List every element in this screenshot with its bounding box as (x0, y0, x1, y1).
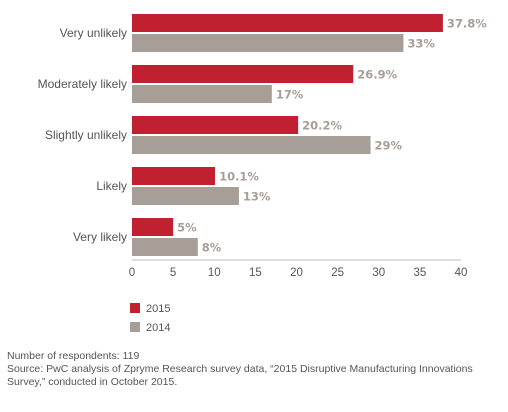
data-label-2014: 29% (375, 139, 403, 153)
bar-2014 (132, 85, 272, 103)
data-label-2015: 10.1% (219, 170, 259, 184)
category-label: Very likely (73, 230, 127, 244)
x-tick-label: 30 (372, 267, 385, 279)
x-tick-label: 25 (331, 267, 344, 279)
data-label-2015: 37.8% (447, 17, 487, 31)
chart-notes: Number of respondents: 119 Source: PwC a… (7, 350, 497, 389)
respondents-note: Number of respondents: 119 (7, 350, 140, 362)
data-label-2015: 20.2% (302, 119, 342, 133)
bar-2014 (132, 187, 239, 205)
bar-chart: Very unlikely 37.8% 33% Moderately likely 26… (38, 14, 487, 279)
category-label: Moderately likely (38, 77, 127, 91)
bar-2015 (132, 167, 216, 185)
x-tick-label: 40 (455, 267, 468, 279)
x-tick-label: 0 (129, 267, 135, 279)
category-label: Likely (96, 179, 127, 193)
bar-2014 (132, 34, 404, 52)
bar-2015 (132, 218, 174, 236)
x-tick-label: 15 (249, 267, 262, 279)
category-label: Very unlikely (60, 26, 127, 40)
legend-item-2015: 2015 (130, 303, 170, 315)
data-label-2014: 13% (243, 190, 271, 204)
x-tick-label: 35 (413, 267, 426, 279)
category-label: Slightly unlikely (45, 128, 127, 142)
legend-item-2014: 2014 (130, 322, 170, 334)
bar-2014 (132, 136, 371, 154)
data-label-2014: 17% (276, 88, 304, 102)
x-tick-label: 20 (290, 267, 303, 279)
bar-2015 (132, 65, 354, 83)
legend-swatch-2014 (130, 322, 140, 332)
x-tick-label: 10 (208, 267, 221, 279)
data-label-2015: 5% (177, 221, 197, 235)
data-label-2014: 8% (202, 241, 222, 255)
source-note: Source: PwC analysis of Zpryme Research … (7, 363, 473, 388)
bar-2014 (132, 238, 198, 256)
data-label-2015: 26.9% (357, 68, 397, 82)
x-tick-label: 5 (170, 267, 176, 279)
legend-label-2015: 2015 (146, 303, 171, 315)
legend-label-2014: 2014 (146, 322, 171, 334)
bar-2015 (132, 14, 443, 32)
bar-2015 (132, 116, 299, 134)
legend-swatch-2015 (130, 303, 140, 313)
data-label-2014: 33% (407, 37, 435, 51)
